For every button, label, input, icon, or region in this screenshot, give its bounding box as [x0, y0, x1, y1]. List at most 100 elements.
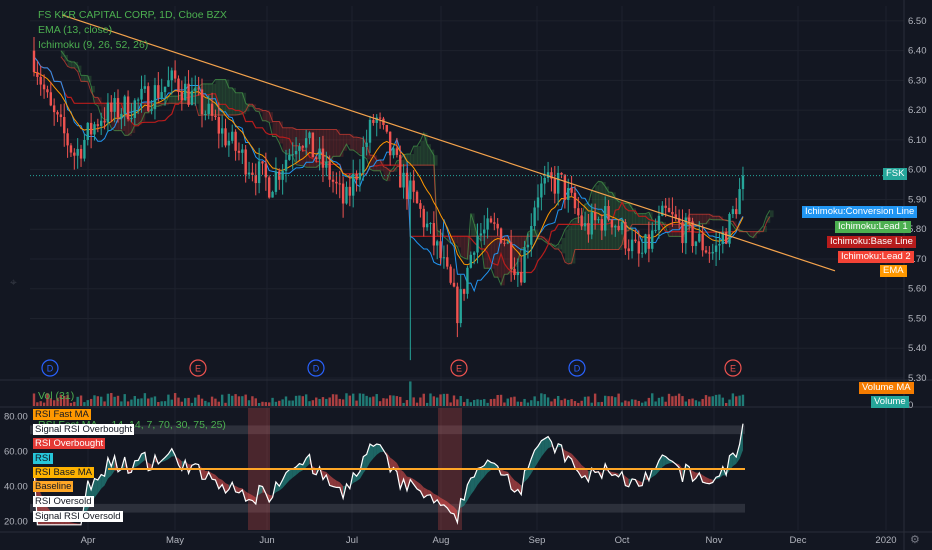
volume-bar [714, 394, 718, 406]
ichimoku-study-label[interactable]: Ichimoku (9, 26, 52, 26) [38, 39, 149, 51]
rsi-fill-segment [212, 473, 216, 480]
volume-bar [520, 401, 523, 406]
rsi-fill-segment [289, 469, 293, 481]
volume-bar [288, 400, 291, 406]
ichimoku-cloud-segment [574, 218, 579, 251]
candle-body [39, 76, 42, 85]
volume-bar [432, 396, 436, 406]
volume-bar [627, 401, 630, 406]
volume-bar [63, 395, 66, 406]
volume-bar [688, 399, 691, 406]
volume-bar [429, 393, 432, 406]
volume-bar [278, 400, 281, 406]
ichimoku-cloud-segment [561, 237, 566, 254]
ichimoku-cloud-segment [286, 127, 290, 155]
ema-study-label[interactable]: EMA (13, close) [38, 24, 113, 36]
volume-bar [698, 401, 701, 406]
price-tick-label: 6.50 [908, 16, 927, 27]
volume-bar [251, 396, 254, 406]
rsi-fill-segment [568, 451, 572, 460]
ichimoku-cloud-segment [312, 129, 317, 168]
candle-body [452, 282, 456, 287]
ichimoku-cloud-segment [252, 104, 257, 107]
candle-body [540, 183, 543, 198]
volume-bar [93, 395, 96, 406]
volume-bar [462, 402, 466, 406]
volume-bar [341, 399, 345, 406]
volume-bar [634, 399, 637, 406]
candle-body [274, 171, 278, 192]
volume-bar [644, 401, 647, 406]
ichimoku-cloud-segment [329, 129, 334, 162]
volume-bar [311, 400, 315, 406]
ichimoku-cloud-segment [578, 217, 583, 251]
volume-bar [741, 394, 745, 406]
candle-body [355, 173, 358, 180]
rsi-fill-segment [111, 455, 115, 476]
candle-body [301, 146, 304, 148]
candle-body [311, 132, 315, 158]
volume-bar [587, 396, 590, 406]
volume-bar [254, 398, 257, 406]
volume-bar [402, 402, 405, 406]
candle-body [352, 173, 355, 196]
ichimoku-cloud-segment [716, 216, 720, 221]
candle-body [472, 252, 476, 255]
event-marker-dividend [41, 359, 59, 377]
volume-bar [66, 395, 69, 406]
ichimoku-cloud-segment [114, 103, 119, 132]
ichimoku-cloud-segment [756, 231, 761, 234]
ichimoku-cloud-segment [437, 230, 441, 237]
ichimoku-cloud-segment [212, 83, 216, 116]
ichimoku-cloud-segment [94, 97, 99, 105]
volume-bar [113, 396, 116, 406]
volume-bar [338, 398, 341, 406]
candle-body [173, 70, 177, 79]
volume-bar [399, 396, 402, 406]
rsi-fill-segment [517, 482, 522, 495]
volume-title[interactable]: Vol (31) [38, 390, 75, 402]
volume-bar [442, 393, 446, 406]
candle-body [624, 222, 627, 249]
candle-body [210, 103, 214, 116]
candle-body [157, 85, 160, 99]
volume-bar [711, 396, 714, 406]
rsi-fill-segment [443, 499, 448, 508]
candle-body [684, 217, 688, 244]
rsi-fill-segment [118, 469, 122, 472]
candle-body [509, 242, 513, 269]
candle-body [36, 72, 39, 77]
ichimoku-cloud-segment [454, 236, 458, 244]
rsi-fill-segment [665, 456, 670, 465]
time-axis-label: Dec [790, 535, 807, 546]
volume-bar [731, 393, 735, 406]
candle-body [577, 208, 580, 216]
volume-bar [362, 393, 365, 406]
symbol-price-badge: FSK [883, 168, 908, 180]
candle-body [506, 242, 509, 244]
candle-body [46, 89, 49, 93]
rsi-fill-segment [538, 440, 542, 463]
ichimoku-cloud-segment [292, 127, 297, 157]
ichimoku-cloud-segment [188, 92, 193, 104]
volume-bar [187, 397, 190, 406]
candle-body [73, 152, 76, 156]
price-tick-label: 5.80 [908, 224, 927, 235]
ichimoku-cloud-segment [615, 198, 620, 251]
ichimoku-cloud-segment [262, 110, 267, 122]
candle-body [630, 239, 634, 252]
volume-bar [567, 399, 570, 406]
candle-body [429, 223, 432, 225]
candle-body [439, 241, 442, 258]
rsi-oversold-band [30, 503, 745, 513]
ichimoku-cloud-segment [490, 236, 495, 269]
volume-bar [580, 400, 583, 406]
volume-bar [197, 394, 200, 406]
ichimoku-cloud-segment [275, 121, 280, 138]
volume-bar [32, 393, 36, 406]
ichimoku-cloud-segment [608, 192, 613, 251]
ichimoku-cloud-segment [289, 127, 294, 155]
volume-bar [617, 393, 620, 406]
volume-bar [738, 395, 741, 406]
